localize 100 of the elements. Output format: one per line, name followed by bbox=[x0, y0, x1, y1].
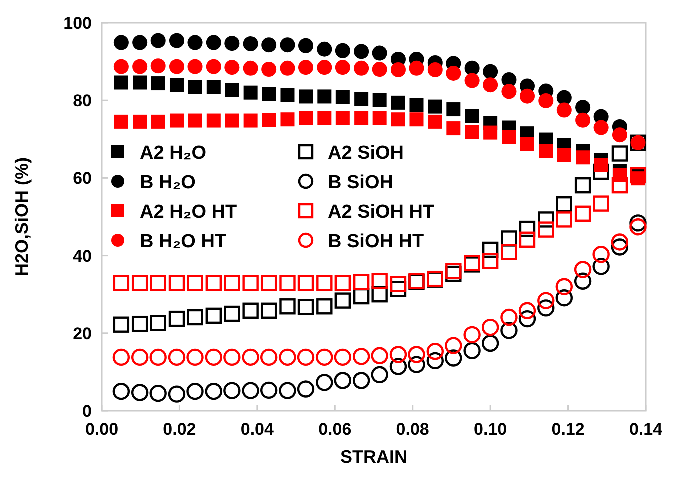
point bbox=[446, 263, 462, 280]
legend-label: B SiOH bbox=[328, 172, 394, 194]
point bbox=[132, 275, 148, 292]
point bbox=[243, 60, 258, 76]
point bbox=[224, 306, 240, 322]
point bbox=[538, 222, 554, 238]
point bbox=[372, 62, 388, 78]
point bbox=[260, 275, 278, 292]
point bbox=[576, 100, 591, 116]
point bbox=[280, 298, 296, 315]
point bbox=[224, 382, 241, 400]
point bbox=[445, 350, 462, 367]
point bbox=[519, 220, 536, 238]
point bbox=[408, 346, 426, 364]
point bbox=[538, 93, 554, 108]
y-tick-label: 0 bbox=[82, 402, 92, 421]
point bbox=[242, 382, 260, 400]
point bbox=[482, 253, 499, 270]
legend-label: A2 H₂O HT bbox=[140, 202, 238, 223]
point bbox=[502, 130, 516, 144]
point bbox=[299, 90, 313, 104]
point bbox=[114, 59, 129, 74]
point bbox=[465, 125, 480, 140]
x-tick-label: 0.06 bbox=[318, 420, 352, 439]
point bbox=[188, 59, 203, 74]
point bbox=[484, 126, 498, 140]
point bbox=[354, 111, 369, 126]
point bbox=[612, 128, 628, 143]
point bbox=[518, 310, 536, 328]
point bbox=[317, 60, 332, 76]
point bbox=[576, 150, 590, 165]
point bbox=[131, 348, 149, 366]
y-tick-label: 60 bbox=[73, 169, 92, 188]
point bbox=[611, 238, 629, 256]
point bbox=[574, 272, 592, 290]
point bbox=[225, 83, 240, 98]
point bbox=[168, 275, 186, 292]
point bbox=[224, 275, 240, 292]
point bbox=[280, 88, 295, 102]
point bbox=[446, 66, 462, 81]
point bbox=[391, 96, 406, 110]
point bbox=[372, 273, 388, 290]
point bbox=[390, 346, 408, 364]
point bbox=[206, 59, 222, 74]
point bbox=[409, 60, 424, 76]
point bbox=[501, 244, 518, 260]
point bbox=[242, 275, 259, 292]
point bbox=[574, 177, 592, 194]
point bbox=[557, 148, 572, 162]
point bbox=[502, 84, 517, 100]
point bbox=[335, 60, 350, 76]
point bbox=[482, 242, 499, 258]
point bbox=[353, 274, 370, 290]
point bbox=[630, 214, 647, 232]
point bbox=[556, 278, 573, 296]
x-tick-label: 0.10 bbox=[474, 420, 508, 439]
point bbox=[428, 114, 442, 129]
point bbox=[482, 318, 500, 336]
point bbox=[170, 78, 184, 92]
point bbox=[298, 275, 314, 292]
point bbox=[336, 111, 350, 126]
point bbox=[612, 146, 628, 162]
x-axis-title: STRAIN bbox=[340, 447, 408, 467]
point bbox=[501, 230, 518, 247]
point bbox=[316, 348, 334, 366]
point bbox=[260, 302, 278, 319]
point bbox=[279, 382, 296, 400]
point bbox=[318, 111, 332, 126]
point bbox=[446, 122, 461, 136]
point bbox=[280, 38, 296, 53]
legend-label: B H₂O HT bbox=[140, 232, 227, 252]
point bbox=[260, 382, 278, 400]
point bbox=[112, 348, 130, 366]
point bbox=[539, 144, 554, 158]
point bbox=[538, 292, 555, 310]
point bbox=[242, 348, 260, 366]
point bbox=[428, 62, 443, 78]
point bbox=[151, 76, 166, 91]
point bbox=[390, 276, 407, 292]
point bbox=[612, 177, 628, 194]
point bbox=[206, 80, 221, 94]
point bbox=[316, 275, 333, 292]
point bbox=[150, 33, 166, 48]
point bbox=[186, 348, 204, 366]
point bbox=[630, 218, 647, 236]
point bbox=[298, 299, 314, 316]
x-tick-label: 0.12 bbox=[552, 420, 585, 439]
point bbox=[112, 383, 130, 400]
point bbox=[352, 348, 370, 366]
x-tick-label: 0.04 bbox=[240, 420, 275, 439]
point bbox=[113, 275, 130, 292]
point bbox=[187, 275, 204, 292]
point bbox=[593, 164, 610, 180]
point bbox=[299, 111, 313, 126]
point bbox=[205, 348, 223, 366]
point bbox=[592, 258, 610, 276]
legend-label: A2 SiOH HT bbox=[328, 202, 436, 223]
point bbox=[188, 35, 203, 50]
point bbox=[262, 62, 277, 78]
point bbox=[464, 73, 480, 88]
